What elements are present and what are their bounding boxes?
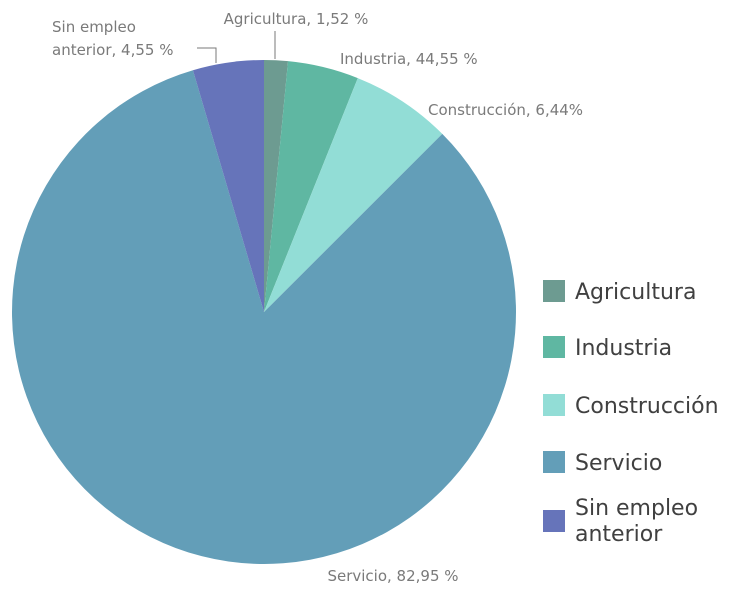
legend-label-agricultura: Agricultura [575,280,696,305]
pie-slice-servicio [12,70,517,565]
legend-label-servicio: Servicio [575,451,662,476]
pie-slice-construccion [264,78,443,312]
pie-slice-agricultura [264,60,289,312]
pie-slice-sin-empleo-anterior [192,60,264,312]
legend-label-construccion: Construcción [575,394,719,419]
legend: Agricultura Industria Construcción Servicio… [543,280,719,547]
legend-label-industria: Industria [575,336,672,361]
data-label-servicio: Servicio, 82,95 % [327,567,458,585]
data-label-industria: Industria, 44,55 % [340,50,478,68]
legend-swatch-construccion [543,394,565,416]
legend-swatch-industria [543,336,565,358]
data-label-sin-empleo-anterior: Sin empleo anterior, 4,55 % [52,18,173,59]
leader-lines [197,31,276,63]
leader-line-sin-empleo-anterior [197,47,217,63]
data-label-construccion: Construcción, 6,44% [428,101,583,119]
legend-swatch-agricultura [543,280,565,302]
pie-slice-industria [264,61,358,313]
legend-swatch-servicio [543,451,565,473]
data-labels: Agricultura, 1,52 % Industria, 44,55 % Con… [52,10,583,585]
legend-swatch-sin-empleo-anterior [543,510,565,532]
pie-slices [12,60,517,565]
data-label-agricultura: Agricultura, 1,52 % [224,10,369,28]
legend-label-sin-empleo-anterior: Sin empleo anterior [575,496,698,547]
